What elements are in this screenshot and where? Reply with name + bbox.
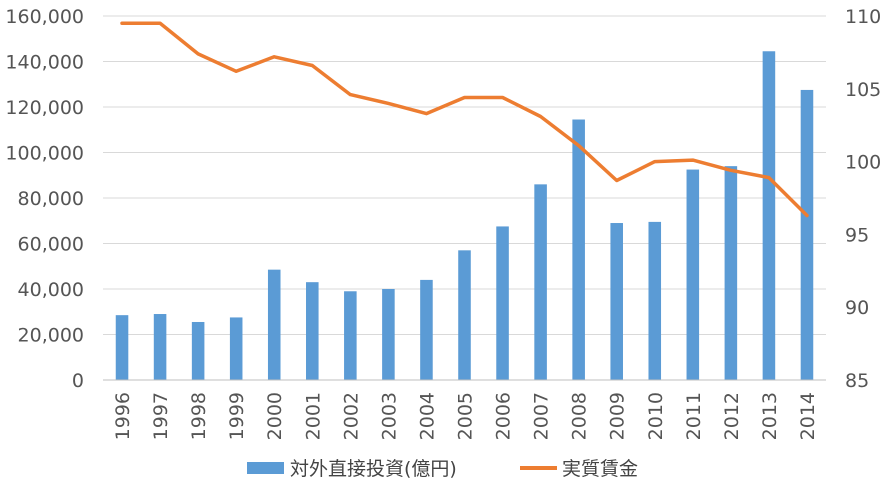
bar bbox=[191, 321, 205, 380]
bar bbox=[306, 282, 319, 380]
legend-swatch-investment bbox=[247, 462, 284, 474]
bar bbox=[115, 315, 129, 380]
x-tick-label: 1998 bbox=[188, 392, 210, 440]
right-axis-ticks: 85 90 95 100 105 110 bbox=[845, 6, 881, 392]
x-tick-label: 1996 bbox=[112, 392, 134, 440]
left-tick-label: 160,000 bbox=[5, 6, 84, 28]
x-tick-label: 2012 bbox=[721, 392, 743, 440]
bar bbox=[382, 289, 395, 380]
bar bbox=[686, 169, 700, 380]
bar bbox=[572, 119, 585, 380]
bar bbox=[724, 166, 738, 380]
right-tick-label: 105 bbox=[845, 79, 881, 101]
x-tick-label: 2007 bbox=[531, 392, 553, 440]
line-series bbox=[120, 21, 809, 218]
x-tick-label: 2003 bbox=[378, 392, 400, 440]
right-tick-label: 90 bbox=[845, 297, 869, 319]
left-tick-label: 140,000 bbox=[5, 52, 84, 74]
bar bbox=[496, 226, 509, 380]
legend-label-investment: 対外直接投資(億円) bbox=[290, 458, 457, 480]
x-tick-label: 1999 bbox=[226, 392, 248, 440]
bar bbox=[534, 184, 547, 380]
x-tick-label: 2005 bbox=[455, 392, 477, 440]
legend: 対外直接投資(億円) 実質賃金 bbox=[247, 458, 638, 480]
left-tick-label: 120,000 bbox=[5, 97, 84, 119]
right-tick-label: 110 bbox=[845, 6, 881, 28]
left-tick-label: 100,000 bbox=[5, 143, 84, 165]
left-axis-ticks: 0 20,000 40,000 60,000 80,000 100,000 120,000 1… bbox=[5, 6, 84, 392]
bar bbox=[420, 279, 433, 380]
x-tick-label: 2014 bbox=[797, 392, 819, 440]
x-tick-label: 2004 bbox=[416, 392, 438, 440]
legend-label-wage: 実質賃金 bbox=[562, 458, 638, 480]
bar bbox=[229, 317, 243, 380]
left-tick-label: 20,000 bbox=[18, 325, 84, 347]
x-axis-ticks: 1996 1997 1998 1999 2000 2001 2002 2003 2004 2005… bbox=[112, 392, 819, 440]
x-tick-label: 2009 bbox=[607, 392, 629, 440]
bar bbox=[267, 269, 281, 380]
bar bbox=[153, 314, 167, 380]
wage-line bbox=[120, 21, 809, 218]
x-tick-label: 2002 bbox=[340, 392, 362, 440]
left-tick-label: 40,000 bbox=[18, 279, 84, 301]
x-tick-label: 2001 bbox=[302, 392, 324, 440]
x-tick-label: 2010 bbox=[645, 392, 667, 440]
left-tick-label: 80,000 bbox=[18, 188, 84, 210]
bar bbox=[648, 221, 662, 380]
x-tick-label: 2006 bbox=[493, 392, 515, 440]
x-tick-label: 1997 bbox=[150, 392, 172, 440]
x-tick-label: 2008 bbox=[569, 392, 591, 440]
bar bbox=[762, 51, 776, 380]
bar bbox=[800, 89, 814, 380]
gridlines bbox=[103, 15, 826, 335]
bar bbox=[344, 291, 357, 380]
bar-series bbox=[115, 51, 814, 380]
bar bbox=[610, 223, 623, 380]
x-tick-label: 2013 bbox=[759, 392, 781, 440]
left-tick-label: 60,000 bbox=[18, 234, 84, 256]
x-tick-label: 2011 bbox=[683, 392, 705, 440]
right-tick-label: 100 bbox=[845, 152, 881, 174]
right-tick-label: 85 bbox=[845, 370, 869, 392]
bar bbox=[458, 250, 471, 380]
right-tick-label: 95 bbox=[845, 224, 869, 246]
x-tick-label: 2000 bbox=[264, 392, 286, 440]
left-tick-label: 0 bbox=[72, 370, 84, 392]
